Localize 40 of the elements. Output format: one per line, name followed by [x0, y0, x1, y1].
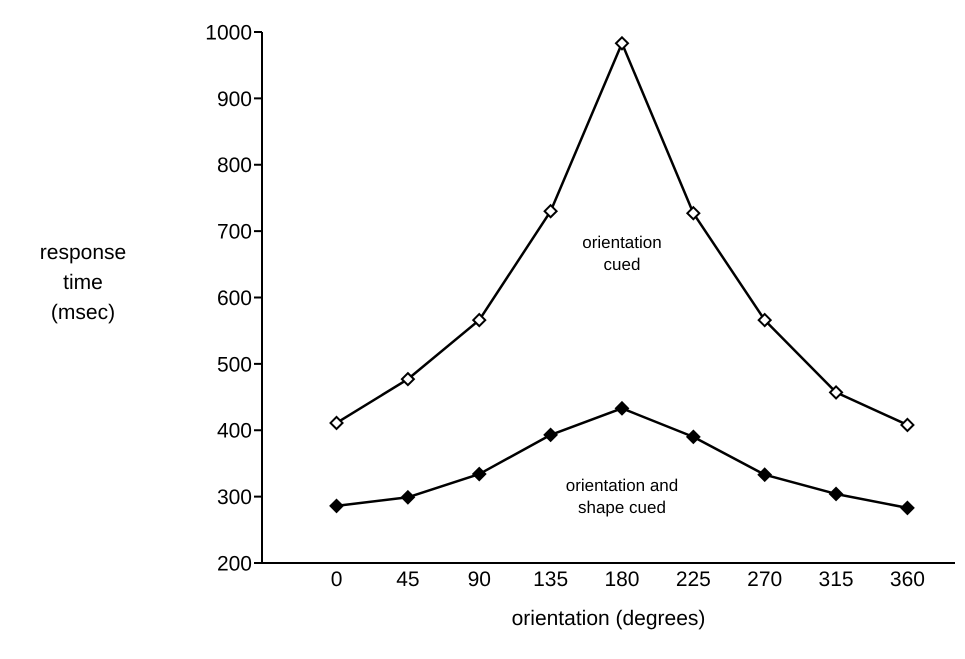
point [758, 313, 772, 328]
point [330, 416, 344, 430]
y-tick-label: 200 [216, 552, 252, 576]
point [758, 468, 772, 482]
point [900, 418, 914, 432]
y-tick-label: 700 [216, 220, 252, 244]
y-axis-title: response time (msec) [38, 240, 128, 326]
point [330, 498, 344, 513]
y-tick-label: 400 [216, 420, 252, 443]
point [829, 385, 844, 400]
y-tick-label: 900 [216, 88, 252, 111]
point [400, 372, 415, 386]
point [544, 204, 558, 218]
x-tick-label: 45 [396, 568, 420, 591]
x-tick-label: 180 [604, 568, 640, 591]
point [400, 490, 415, 504]
x-tick-label: 225 [676, 568, 711, 591]
point [614, 36, 629, 50]
x-tick-label: 0 [330, 568, 342, 591]
point [614, 401, 629, 416]
y-tick-label: 1000 [205, 21, 252, 44]
x-tick-label: 90 [468, 568, 491, 591]
x-tick-label: 315 [818, 568, 854, 591]
point [544, 428, 558, 442]
y-tick-label: 500 [216, 353, 252, 376]
y-tick-label: 300 [216, 486, 252, 510]
y-tick-label: 600 [216, 286, 252, 310]
point [472, 313, 486, 328]
series-label: orientation cued [582, 234, 662, 275]
point [472, 467, 486, 482]
point [900, 500, 914, 515]
x-tick-label: 270 [747, 568, 782, 591]
x-axis-title: orientation (degrees) [512, 607, 706, 630]
point [686, 206, 700, 220]
x-tick-label: 360 [890, 568, 925, 591]
point [686, 430, 700, 444]
y-tick-label: 800 [216, 154, 252, 178]
text: orientation and shape cued [566, 476, 678, 518]
point [829, 486, 844, 501]
x-tick-label: 135 [533, 568, 568, 591]
